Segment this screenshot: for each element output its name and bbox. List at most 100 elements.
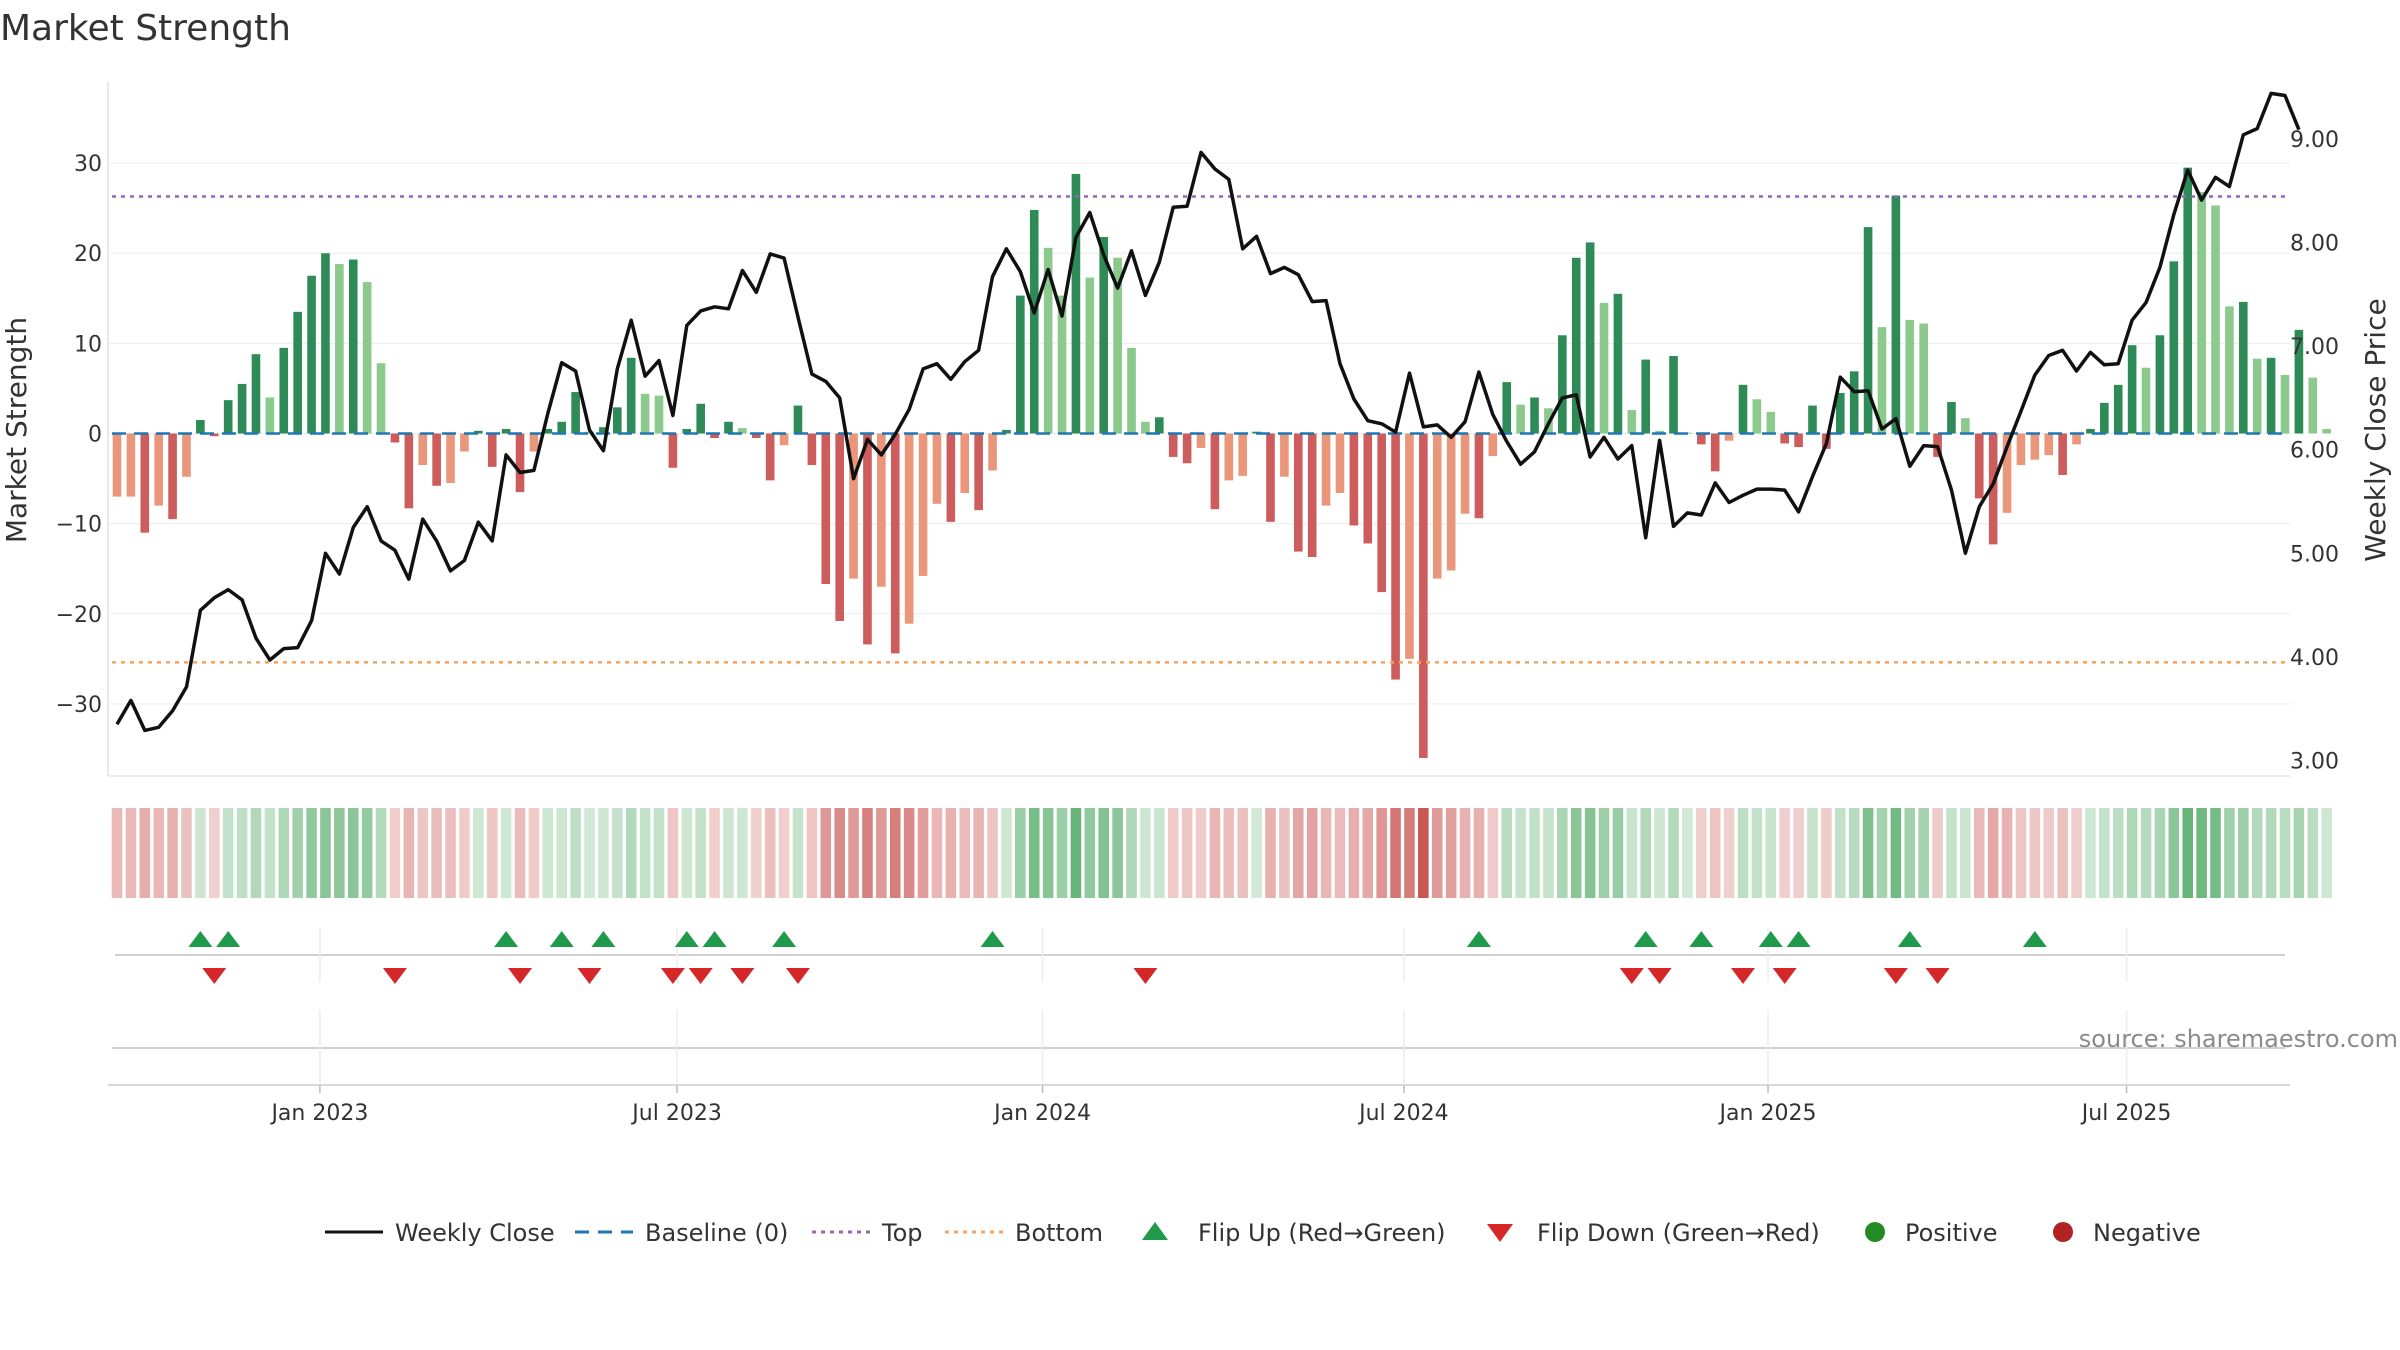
strength-bar <box>1224 433 1234 481</box>
heat-cell <box>1501 808 1513 898</box>
strength-bar <box>1085 277 1095 434</box>
heat-cell <box>2001 808 2013 898</box>
strength-bar <box>1808 405 1817 434</box>
main-panel: 30 20 10 0 −10 −20 −30 9.00 8.00 7.00 6.00 5.00 4.0… <box>0 82 2392 777</box>
heat-cell <box>403 808 415 898</box>
heat-cell <box>848 808 859 898</box>
heat-cell <box>1709 808 1721 898</box>
strength-bar <box>168 433 177 520</box>
strength-bar <box>321 253 330 434</box>
strength-bar <box>209 433 219 437</box>
heat-cell <box>1279 808 1290 898</box>
y2-tick-label: 9.00 <box>2290 128 2339 153</box>
heat-cell <box>209 808 220 898</box>
strength-bar <box>1988 433 1998 545</box>
heat-cell <box>1390 808 1401 898</box>
flip-up-marker <box>2022 931 2047 947</box>
heat-cell <box>612 808 623 898</box>
strength-bar <box>2100 402 2109 434</box>
strength-bar <box>1961 418 1970 434</box>
heat-cell <box>181 808 192 898</box>
heat-cell <box>1209 808 1221 898</box>
strength-bar <box>1905 319 1915 434</box>
heat-cell <box>264 808 276 898</box>
heat-cell <box>1098 808 1109 898</box>
strength-bar <box>821 433 831 585</box>
strength-bar <box>932 433 942 504</box>
strength-bar <box>1710 433 1720 472</box>
heat-cell <box>1932 808 1943 898</box>
heat-cell <box>959 808 971 898</box>
strength-bar <box>1488 433 1498 457</box>
strength-bar <box>2197 191 2206 434</box>
heat-cell <box>1154 808 1165 898</box>
heat-cell <box>167 808 178 898</box>
legend-label: Flip Down (Green→Red) <box>1537 1219 1820 1247</box>
heat-cell <box>709 808 720 898</box>
heat-cell <box>1459 808 1471 898</box>
flip-down-marker <box>202 968 227 984</box>
heat-cell <box>1876 808 1888 898</box>
strength-bar <box>1057 295 1067 434</box>
flip-down-marker <box>382 968 407 984</box>
legend-item: Negative <box>2053 1219 2201 1247</box>
y-tick-label: −20 <box>56 603 102 628</box>
strength-bar <box>2058 433 2067 475</box>
strength-bar <box>2308 377 2318 434</box>
x-tick-label: Jan 2025 <box>1718 1101 1817 1126</box>
heat-cell <box>1960 808 1971 898</box>
heat-cell <box>2112 808 2124 898</box>
heat-cell <box>486 808 498 898</box>
heat-cell <box>1570 808 1582 898</box>
strength-bar <box>279 347 289 434</box>
heat-cell <box>1682 808 1693 898</box>
heat-cell <box>820 808 832 898</box>
heat-cell <box>2099 808 2110 898</box>
heat-cell <box>1140 808 1151 898</box>
heat-cell <box>2279 808 2291 898</box>
strength-bar <box>904 433 914 624</box>
heat-cell <box>1848 808 1860 898</box>
heat-cell <box>1918 808 1929 898</box>
strength-bar <box>2002 433 2012 513</box>
heat-cell <box>1418 808 1429 898</box>
heat-cell <box>320 808 331 898</box>
flip-down-marker <box>1731 968 1755 984</box>
flip-up-marker <box>188 931 213 947</box>
heat-cell <box>2154 808 2166 898</box>
flip-up-marker <box>549 931 574 947</box>
flip-down-marker <box>1883 968 1908 984</box>
strength-bar <box>376 363 386 434</box>
strength-bar <box>2086 429 2095 434</box>
price-line-layer <box>115 91 2301 733</box>
right-tick-labels: 9.00 8.00 7.00 6.00 5.00 4.00 3.00 <box>2290 128 2339 774</box>
heat-cell <box>1181 808 1193 898</box>
heat-cell <box>236 808 248 898</box>
heat-cell <box>1237 808 1248 898</box>
strength-bar <box>1780 433 1790 444</box>
strength-bar <box>1293 433 1303 552</box>
strength-bar <box>1363 433 1373 544</box>
heat-cell <box>2057 808 2068 898</box>
strength-bar <box>1377 433 1386 593</box>
strength-bar <box>1280 433 1289 477</box>
legend-item: Top <box>812 1219 923 1247</box>
flip-down-marker <box>688 968 713 984</box>
flip-down-marker <box>1647 968 1672 984</box>
flip-down-marker <box>1925 968 1950 984</box>
y-tick-label: 30 <box>74 152 102 177</box>
strength-bar <box>2238 301 2248 434</box>
legend: Weekly Close Baseline (0) Top Bottom Flip Up… <box>325 1219 2201 1247</box>
strength-bar <box>2169 261 2179 434</box>
strength-bar <box>765 433 775 481</box>
strength-bar <box>251 354 261 434</box>
heat-cell <box>2265 808 2277 898</box>
heat-cell <box>653 808 665 898</box>
heat-cell <box>1265 808 1276 898</box>
strength-bar <box>807 433 817 466</box>
strength-bar <box>1627 410 1637 434</box>
heat-cell <box>1765 808 1777 898</box>
strength-bar <box>2211 205 2220 434</box>
strength-bar <box>474 430 483 434</box>
heat-cell <box>945 808 957 898</box>
